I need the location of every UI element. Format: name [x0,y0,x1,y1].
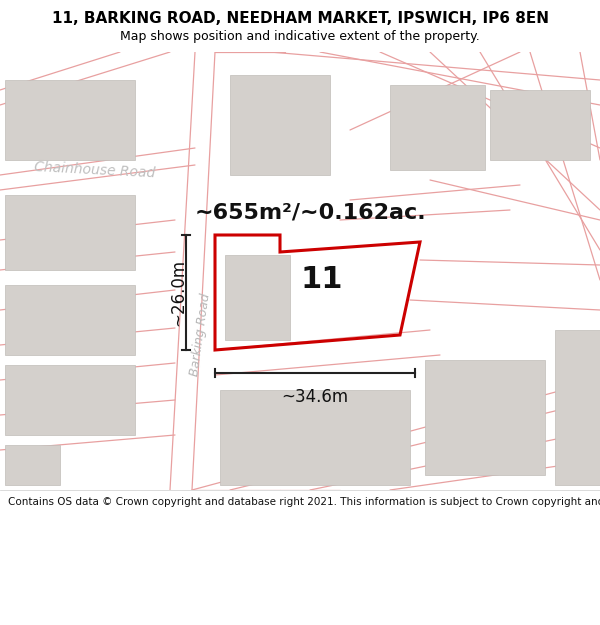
Text: Chainhouse Road: Chainhouse Road [34,160,156,180]
Bar [220,390,410,485]
Bar [5,445,60,485]
Bar [490,90,590,160]
Bar [390,85,485,170]
Bar [230,75,330,175]
Bar [5,285,135,355]
Bar [5,195,135,270]
Text: 11: 11 [301,266,343,294]
Text: ~34.6m: ~34.6m [281,388,349,406]
Text: ~655m²/~0.162ac.: ~655m²/~0.162ac. [194,202,426,222]
Text: ~26.0m: ~26.0m [169,259,187,326]
Text: Barking Road: Barking Road [188,292,212,378]
Bar [555,330,600,485]
Bar [5,365,135,435]
Text: Map shows position and indicative extent of the property.: Map shows position and indicative extent… [120,29,480,42]
Text: Contains OS data © Crown copyright and database right 2021. This information is : Contains OS data © Crown copyright and d… [8,497,600,507]
Bar [5,80,135,160]
Text: 11, BARKING ROAD, NEEDHAM MARKET, IPSWICH, IP6 8EN: 11, BARKING ROAD, NEEDHAM MARKET, IPSWIC… [52,11,548,26]
Bar [425,360,545,475]
Bar [225,255,290,340]
